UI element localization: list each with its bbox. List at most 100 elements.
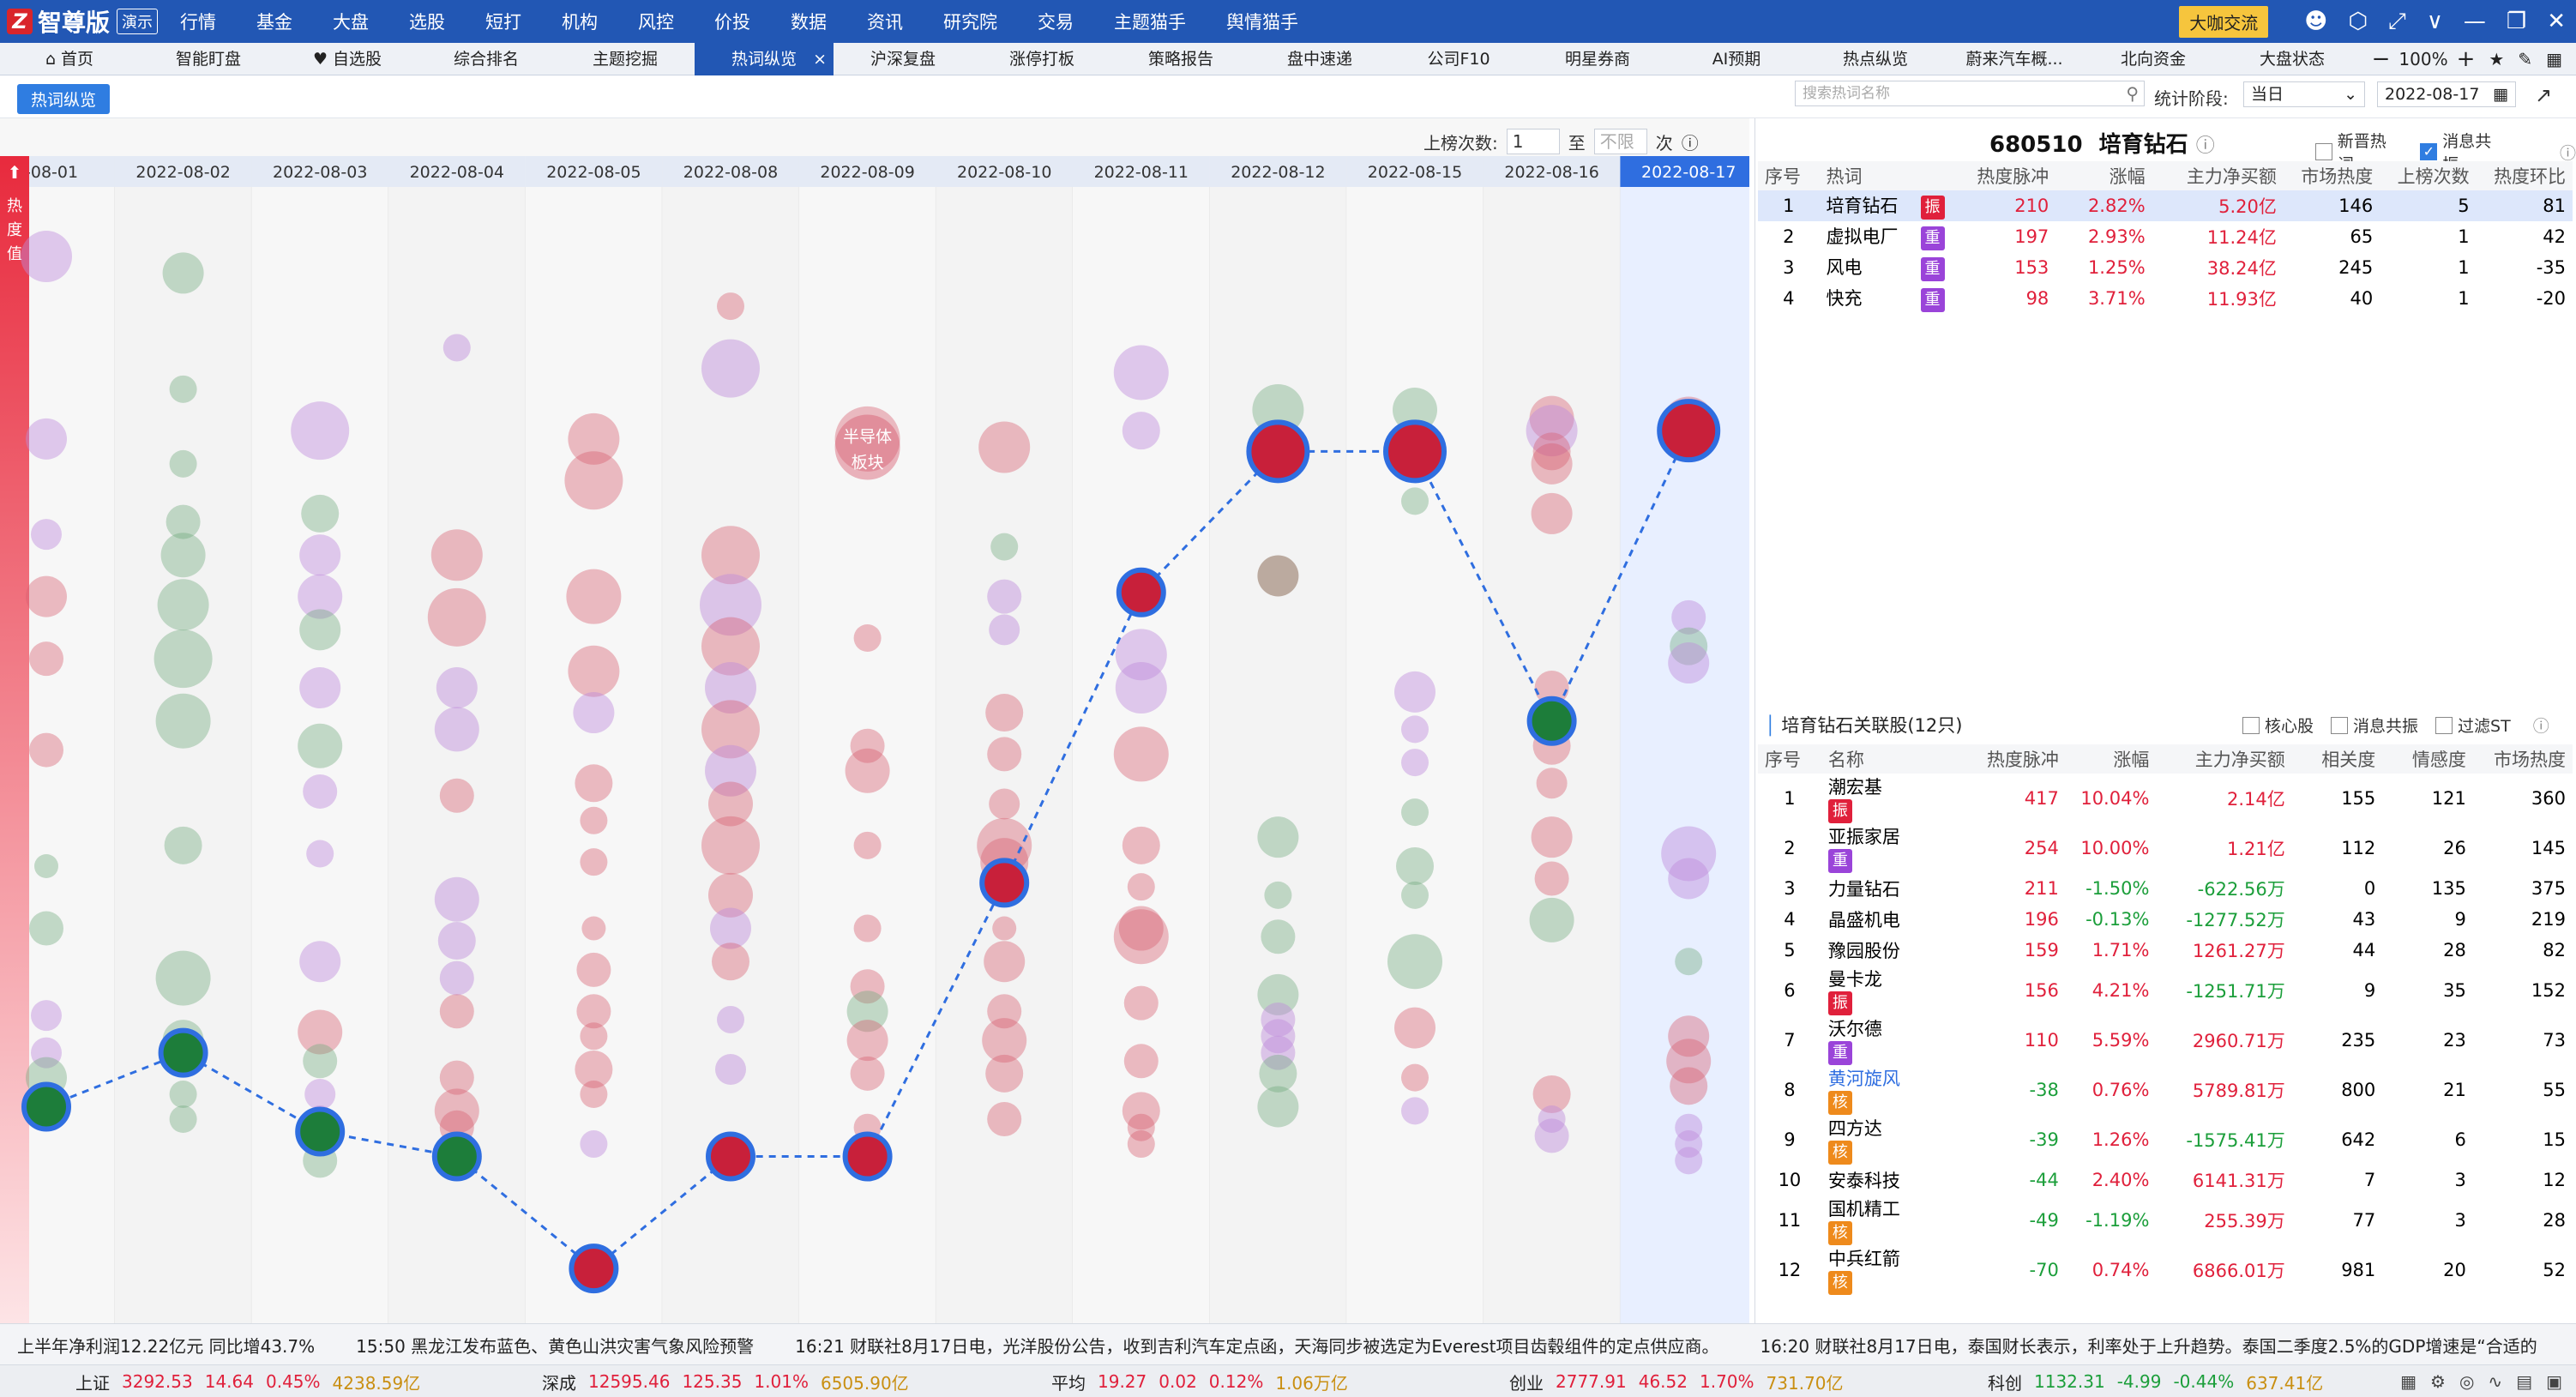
hot-word-search-input[interactable]: 搜索热词名称 ⚲ (1795, 81, 2145, 106)
hot-word-bubble[interactable] (1257, 1086, 1299, 1128)
hot-word-bubble[interactable] (1113, 726, 1169, 782)
hot-word-bubble[interactable] (427, 587, 486, 647)
hot-word-bubble[interactable] (708, 781, 753, 827)
hot-word-bubble[interactable] (430, 529, 483, 581)
menu-item-0[interactable]: 行情 (180, 12, 216, 33)
hot-word-bubble[interactable] (1259, 1054, 1297, 1093)
hot-word-bubble[interactable] (1401, 749, 1429, 777)
hot-word-bubble[interactable] (982, 1018, 1027, 1063)
related-option-1[interactable]: 消息共振 (2331, 714, 2418, 737)
hot-word-bubble[interactable] (1675, 1147, 1703, 1175)
stock-name[interactable]: 国机精工核 (1821, 1195, 1957, 1245)
help-icon[interactable]: ⓘ (2532, 717, 2549, 736)
hot-word-bubble[interactable] (299, 609, 341, 651)
column-header[interactable]: 主力净买额 (2152, 161, 2284, 190)
hot-word-bubble[interactable] (1531, 492, 1573, 534)
hot-word-bubble[interactable] (1261, 919, 1296, 954)
hot-word-bubble[interactable] (701, 339, 760, 398)
index-item[interactable]: 平均 19.27 0.02 0.12% 1.06万亿 (1051, 1365, 1360, 1397)
hot-word-bubble[interactable] (700, 574, 761, 636)
column-header[interactable]: 热度环比 (2476, 161, 2573, 190)
checkbox[interactable] (2242, 716, 2260, 734)
hot-word-bubble[interactable] (850, 728, 885, 763)
hot-word-bubble[interactable] (1387, 934, 1442, 990)
hot-word-bubble[interactable] (701, 700, 760, 759)
highlight-series-point[interactable] (569, 1243, 619, 1294)
column-header[interactable]: 相关度 (2291, 744, 2383, 774)
table-row[interactable]: 4 快充 重 98 3.71% 11.93亿 40 1 -20 (1758, 283, 2573, 314)
hot-word-bubble[interactable] (1127, 1130, 1155, 1159)
column-header[interactable]: 热度脉冲 (1950, 161, 2056, 190)
date-tick-label[interactable]: 2022-08-08 (683, 163, 778, 182)
restore-icon[interactable]: ❐ (2506, 9, 2527, 34)
table-row[interactable]: 12 中兵红箭核 -70 0.74% 6866.01万 981 20 52 (1758, 1245, 2573, 1295)
date-tick-label[interactable]: 2022-08-09 (820, 163, 914, 182)
hot-word-bubble[interactable] (31, 519, 62, 551)
hot-word-bubble[interactable] (573, 692, 615, 734)
hot-word-bubble[interactable] (155, 950, 211, 1006)
hot-word-bubble[interactable] (1534, 671, 1569, 706)
hot-word-bubble[interactable] (1118, 906, 1164, 951)
hot-word-bubble[interactable] (442, 334, 471, 362)
news-item[interactable]: 16:21 财联社8月17日电，光洋股份公告，收到吉利汽车定点函，天海同步被选定… (795, 1335, 1719, 1357)
hot-word-bubble[interactable] (303, 774, 338, 809)
user-icon[interactable]: ☻ (2304, 9, 2328, 34)
column-header[interactable]: 涨幅 (2065, 744, 2157, 774)
hot-word-bubble[interactable] (160, 533, 206, 578)
hot-word-bubble[interactable] (1123, 1044, 1159, 1079)
hot-word-bubble[interactable] (439, 778, 474, 813)
hot-word-bubble[interactable] (1675, 948, 1703, 976)
hot-word-bubble[interactable] (985, 694, 1024, 732)
hot-word-bubble[interactable] (1668, 858, 1710, 900)
hot-word-bubble[interactable] (701, 617, 760, 676)
tab-9[interactable]: 盘中速递 (1250, 43, 1389, 75)
help-icon[interactable]: ⓘ (2559, 143, 2576, 163)
count-to-input[interactable]: 不限 (1593, 129, 1647, 154)
tab-5[interactable]: 热词纵览 × (695, 43, 834, 75)
hot-word-bubble[interactable] (977, 817, 1032, 873)
close-icon[interactable]: ✕ (2547, 9, 2566, 34)
tab-14[interactable]: 蔚来汽车概... (1945, 43, 2084, 75)
highlight-series-point[interactable] (1383, 419, 1447, 484)
hot-word-bubble[interactable] (568, 412, 620, 465)
column-header[interactable]: 市场热度 (2283, 161, 2380, 190)
hot-word-bubble[interactable] (705, 662, 756, 714)
index-item[interactable]: 创业 2777.91 46.52 1.70% 731.70亿 (1509, 1365, 1856, 1397)
hot-word-bubble[interactable] (1668, 642, 1710, 684)
highlight-series-point[interactable] (706, 1131, 755, 1182)
column-header[interactable]: 主力净买额 (2156, 744, 2292, 774)
hot-word-bubble[interactable] (298, 1009, 343, 1055)
highlight-series-point[interactable] (842, 1131, 893, 1182)
hot-word-bubble[interactable] (162, 252, 204, 294)
hot-word-bubble[interactable] (705, 744, 756, 797)
table-row[interactable]: 11 国机精工核 -49 -1.19% 255.39万 77 3 28 (1758, 1195, 2573, 1245)
chevron-down-icon[interactable]: ∨ (2426, 9, 2443, 34)
hot-word-bubble[interactable] (580, 1022, 608, 1051)
bell-icon[interactable]: ⚙ (2430, 1371, 2446, 1392)
hot-word-bubble[interactable] (1532, 432, 1571, 471)
table-row[interactable]: 1 培育钻石 振 210 2.82% 5.20亿 146 5 81 (1758, 190, 2573, 221)
shrink-icon[interactable]: ⤢ (2388, 8, 2406, 34)
hot-word-bubble[interactable] (1122, 826, 1160, 864)
table-row[interactable]: 2 虚拟电厂重 197 2.93% 11.24亿 65 1 42 (1758, 221, 2573, 252)
option-1[interactable]: ✓消息共振 (2420, 129, 2506, 175)
hot-word-bubble[interactable] (575, 764, 613, 803)
hot-word-bubble[interactable] (566, 569, 622, 624)
pen-icon[interactable]: ✎ (2518, 49, 2533, 69)
hot-word-bubble[interactable] (1123, 985, 1159, 1021)
hot-word-bubble[interactable] (1401, 715, 1429, 744)
column-header[interactable]: 市场热度 (2472, 744, 2573, 774)
hexagon-icon[interactable]: ⬡ (2348, 9, 2368, 34)
hot-word-bubble[interactable] (1531, 443, 1573, 485)
menu-item-6[interactable]: 风控 (638, 12, 674, 33)
menu-item-10[interactable]: 研究院 (943, 12, 997, 33)
checkbox[interactable] (2315, 143, 2332, 160)
hot-word-bubble[interactable] (1257, 973, 1299, 1015)
hot-word-name[interactable]: 培育钻石 振 (1820, 190, 1951, 221)
hot-word-bubble[interactable] (1532, 1075, 1571, 1113)
table-row[interactable]: 1 潮宏基振 417 10.04% 2.14亿 155 121 360 (1758, 774, 2573, 823)
hot-word-bubble[interactable] (581, 916, 606, 941)
hot-word-bubble[interactable] (1394, 671, 1435, 713)
highlight-series-point[interactable] (295, 1106, 346, 1157)
hot-word-bubble[interactable] (1668, 1015, 1710, 1057)
